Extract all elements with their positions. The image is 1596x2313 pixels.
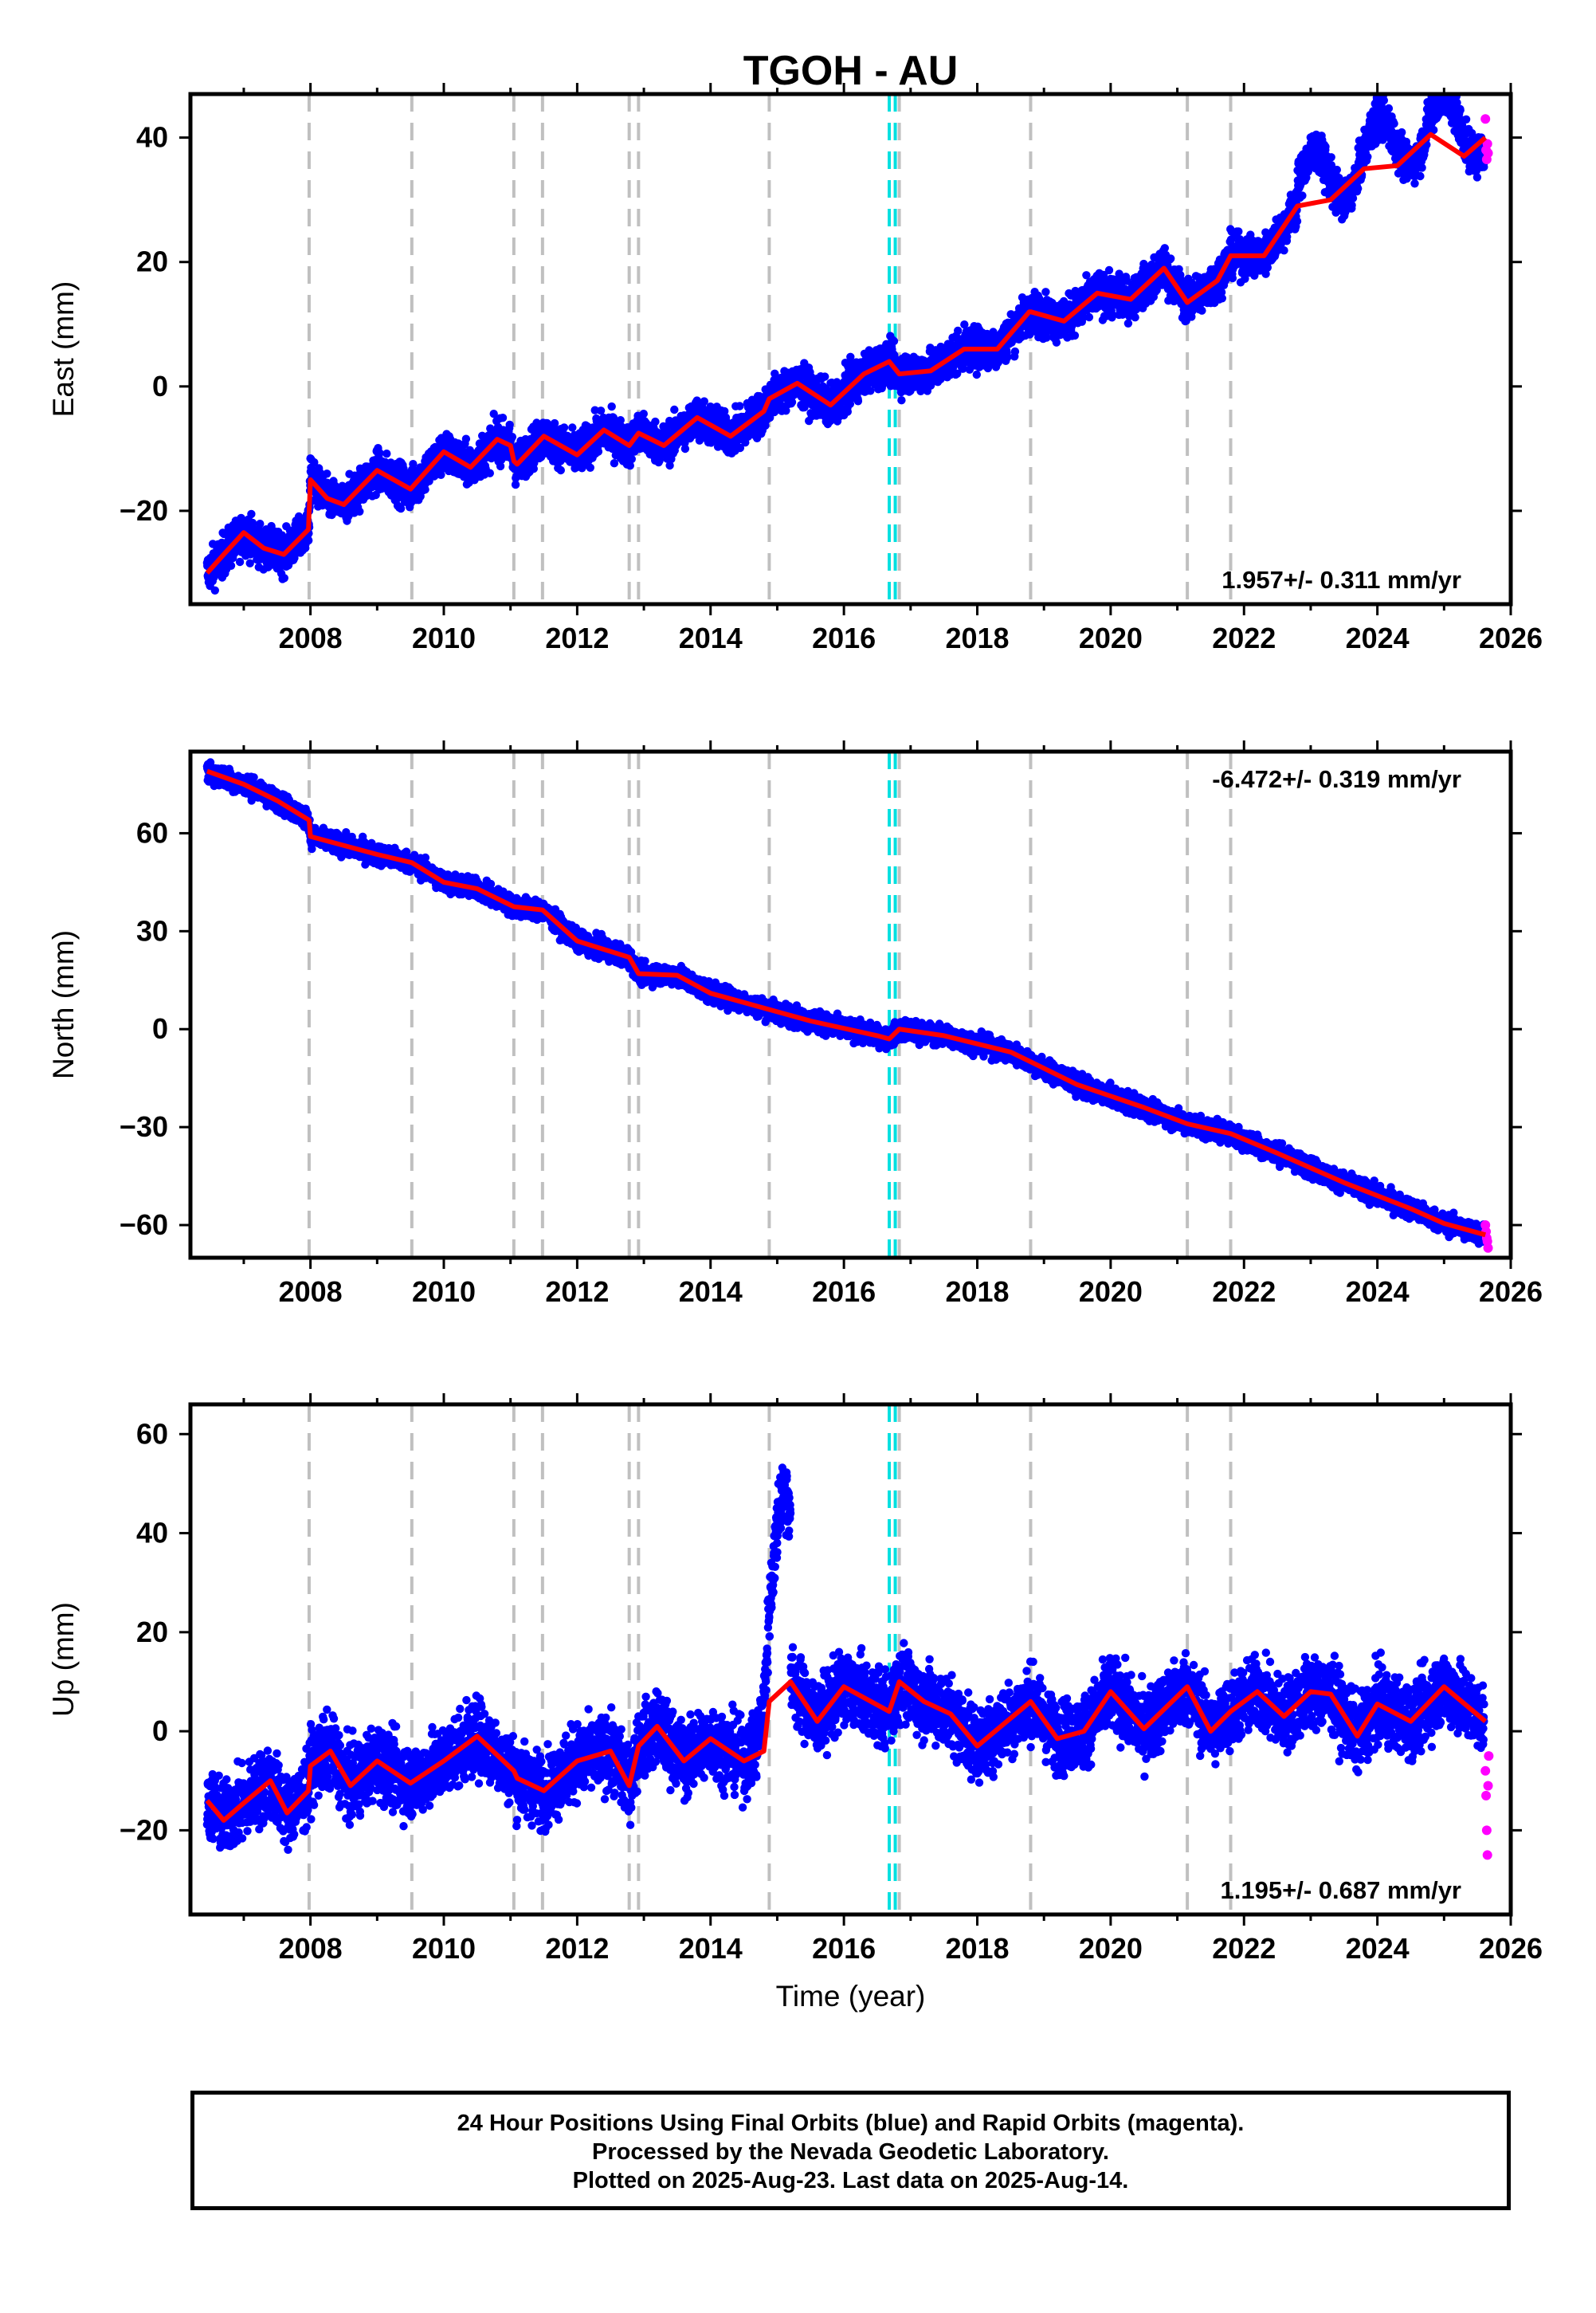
final-orbit-point <box>594 447 603 456</box>
final-orbit-points <box>202 94 1488 595</box>
final-orbit-point <box>627 454 636 464</box>
final-orbit-point <box>821 372 829 381</box>
final-orbit-point <box>787 398 797 406</box>
final-orbit-point <box>607 402 616 411</box>
final-orbit-point <box>680 444 690 454</box>
final-orbit-point <box>550 418 559 428</box>
final-orbit-point <box>1003 353 1012 362</box>
final-orbit-point <box>556 465 565 475</box>
final-orbit-point <box>954 326 963 336</box>
final-orbit-point <box>670 405 679 414</box>
final-orbit-point <box>889 336 899 346</box>
final-orbit-point <box>1041 288 1050 296</box>
final-orbit-point <box>735 402 744 410</box>
final-orbit-point <box>280 574 288 583</box>
final-orbit-point <box>485 469 494 477</box>
final-orbit-point <box>559 423 569 432</box>
final-orbit-point <box>1052 338 1061 347</box>
final-orbit-point <box>505 420 514 430</box>
final-orbit-point <box>247 509 256 519</box>
final-orbit-point <box>248 518 257 528</box>
final-orbit-point <box>498 414 508 422</box>
final-orbit-point <box>382 450 391 458</box>
final-orbit-point <box>245 559 254 567</box>
final-orbit-point <box>972 370 982 379</box>
final-orbit-point <box>1104 265 1114 275</box>
final-orbit-point <box>508 433 517 442</box>
final-orbit-point <box>461 434 471 443</box>
final-orbit-point <box>235 557 245 567</box>
final-orbit-point <box>843 407 853 416</box>
final-orbit-point <box>1167 254 1175 263</box>
panel-1: 2008 2010 2012 2014 2016 2018 2020 2022 2024 2026… <box>47 48 1543 654</box>
final-orbit-point <box>1070 331 1080 340</box>
final-orbit-point <box>1084 312 1094 322</box>
final-orbit-point <box>1010 347 1020 356</box>
final-orbit-point <box>897 396 906 405</box>
final-orbit-point <box>226 561 236 570</box>
final-orbit-point <box>256 520 265 528</box>
final-orbit-point <box>853 397 863 406</box>
final-orbit-point <box>355 507 364 516</box>
final-orbit-point <box>651 417 660 426</box>
final-orbit-point <box>1131 313 1139 322</box>
final-orbit-point <box>568 423 577 432</box>
final-orbit-point <box>1123 319 1133 328</box>
final-orbit-point <box>210 586 219 595</box>
final-orbit-point <box>375 449 384 457</box>
final-orbit-point <box>310 457 319 467</box>
final-orbit-point <box>639 410 648 418</box>
final-orbit-point <box>304 536 313 545</box>
final-orbit-point <box>323 469 331 478</box>
final-orbit-point <box>586 463 594 472</box>
